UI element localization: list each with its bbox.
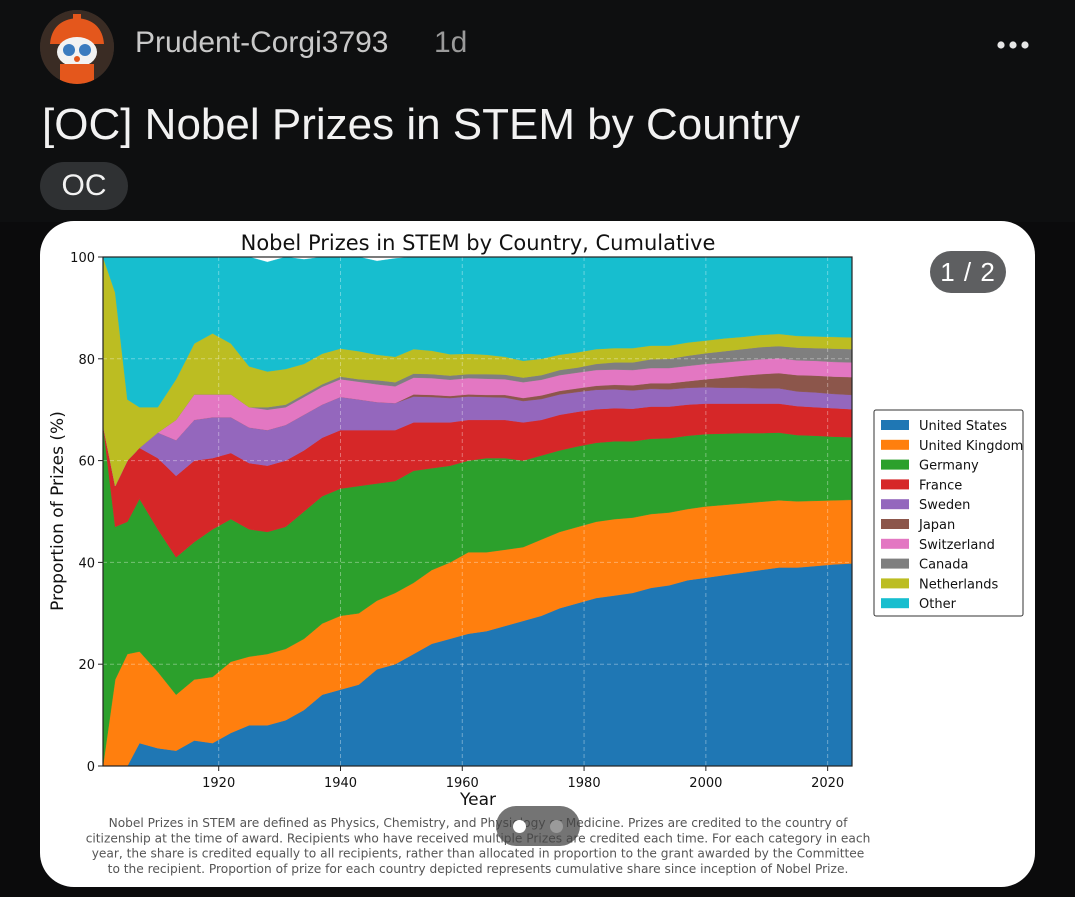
y-axis-label: Proportion of Prizes (%) xyxy=(48,411,68,611)
chart-grid xyxy=(103,256,852,767)
legend-label: United Kingdom xyxy=(919,439,1023,454)
legend-label: Germany xyxy=(919,459,979,474)
y-tick-label: 80 xyxy=(78,353,95,368)
page-dot[interactable] xyxy=(550,820,563,833)
chart-title: Nobel Prizes in STEM by Country, Cumulat… xyxy=(241,231,716,255)
chart-areas xyxy=(102,256,853,767)
plot-frame xyxy=(102,256,853,767)
x-axis-label: Year xyxy=(459,790,496,810)
legend-swatch xyxy=(881,598,909,609)
y-tick-label: 20 xyxy=(78,658,95,673)
legend-swatch xyxy=(881,420,909,430)
gallery-pager[interactable] xyxy=(496,806,580,846)
y-tick-label: 60 xyxy=(78,455,95,470)
gallery-counter: 1 / 2 xyxy=(930,251,1006,293)
stacked-area-chart: Nobel Prizes in STEM by Country, Cumulat… xyxy=(48,231,1024,876)
chart-legend: United States United Kingdom Germany France… xyxy=(873,409,1024,617)
x-tick-label: 2020 xyxy=(811,776,844,791)
gallery-image[interactable]: Nobel Prizes in STEM by Country, Cumulat… xyxy=(40,221,1035,887)
y-axis: 0 20 40 60 80 100 xyxy=(70,251,103,775)
legend-label: Japan xyxy=(918,518,955,533)
chart-caption: Nobel Prizes in STEM are defined as Phys… xyxy=(86,816,871,876)
post-time: 1d xyxy=(434,26,468,59)
legend-swatch xyxy=(881,578,909,589)
legend-label: Sweden xyxy=(919,498,970,513)
y-tick-label: 100 xyxy=(70,251,95,266)
legend-swatch xyxy=(881,499,909,510)
legend-label: France xyxy=(919,478,962,493)
caption-line: to the recipient. Proportion of prize fo… xyxy=(108,862,849,876)
legend-label: United States xyxy=(919,419,1007,434)
post-flair[interactable]: OC xyxy=(40,162,128,210)
legend-swatch xyxy=(881,479,909,490)
legend-swatch xyxy=(881,538,909,549)
x-axis: 1920 1940 1960 1980 2000 2020 xyxy=(202,766,844,791)
post-title[interactable]: [OC] Nobel Prizes in STEM by Country xyxy=(42,100,801,149)
legend-box xyxy=(873,409,1024,617)
legend-swatch xyxy=(881,519,909,529)
x-tick-label: 1920 xyxy=(202,776,235,791)
x-tick-label: 1940 xyxy=(324,776,357,791)
x-tick-label: 1960 xyxy=(446,776,479,791)
legend-label: Netherlands xyxy=(919,577,998,592)
legend-swatch xyxy=(881,439,909,450)
caption-line: Nobel Prizes in STEM are defined as Phys… xyxy=(109,816,848,830)
caption-line: citizenship at the time of award. Recipi… xyxy=(86,831,871,845)
legend-swatch xyxy=(881,558,909,569)
y-tick-label: 40 xyxy=(78,556,95,571)
legend-swatch xyxy=(881,459,909,470)
legend-label: Other xyxy=(919,597,957,612)
x-tick-label: 2000 xyxy=(689,776,722,791)
legend-label: Switzerland xyxy=(919,538,995,553)
caption-line: year, the share is credited equally to a… xyxy=(92,847,865,861)
user-avatar[interactable] xyxy=(40,10,114,84)
x-tick-label: 1980 xyxy=(568,776,601,791)
avatar-icon xyxy=(40,10,114,84)
more-horizontal-icon[interactable] xyxy=(996,28,1030,66)
post-header: Prudent-Corgi3793 1d [OC] Nobel Prizes i… xyxy=(0,0,1075,222)
legend-label: Canada xyxy=(919,558,968,573)
page-dot-active[interactable] xyxy=(513,820,526,833)
y-tick-label: 0 xyxy=(87,760,95,775)
username[interactable]: Prudent-Corgi3793 xyxy=(135,26,389,59)
